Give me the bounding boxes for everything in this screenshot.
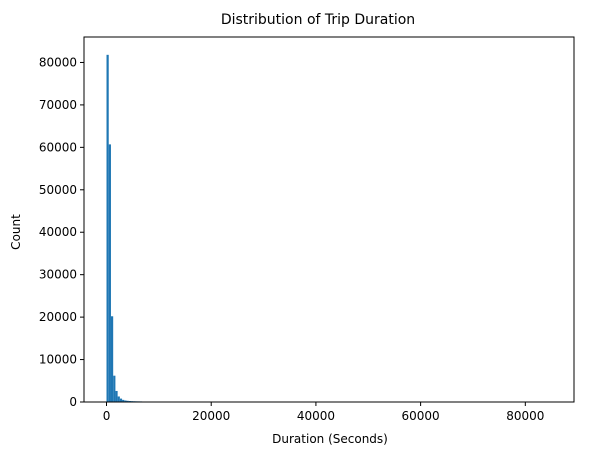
chart-title: Distribution of Trip Duration bbox=[221, 12, 415, 28]
x-axis-label: Duration (Seconds) bbox=[272, 432, 388, 446]
histogram-bar-0 bbox=[106, 54, 109, 402]
y-tick-label-1: 10000 bbox=[39, 353, 77, 367]
y-tick-label-8: 80000 bbox=[39, 55, 77, 69]
histogram-bar-5 bbox=[117, 396, 120, 402]
x-tick-label-4: 80000 bbox=[506, 409, 544, 423]
y-tick-label-5: 50000 bbox=[39, 183, 77, 197]
x-tick-label-1: 20000 bbox=[192, 409, 230, 423]
x-axis-ticks: 0 20000 40000 60000 80000 bbox=[103, 402, 544, 423]
x-tick-label-3: 60000 bbox=[402, 409, 440, 423]
x-tick-label-0: 0 bbox=[103, 409, 111, 423]
histogram-bar-4 bbox=[115, 390, 118, 402]
histogram-bar-8 bbox=[124, 400, 127, 402]
y-tick-label-3: 30000 bbox=[39, 268, 77, 282]
y-tick-label-6: 60000 bbox=[39, 140, 77, 154]
y-tick-label-7: 70000 bbox=[39, 98, 77, 112]
x-tick-label-2: 40000 bbox=[297, 409, 335, 423]
plot-frame bbox=[83, 36, 575, 403]
y-tick-label-0: 0 bbox=[69, 395, 77, 409]
histogram-bar-3 bbox=[113, 375, 116, 402]
y-axis-ticks: 0 10000 20000 30000 40000 50000 60000 70000 8000… bbox=[39, 55, 84, 409]
histogram-bar-7 bbox=[122, 399, 125, 402]
histogram-bar-9 bbox=[126, 400, 129, 402]
y-axis-label: Count bbox=[9, 214, 23, 250]
y-tick-label-2: 20000 bbox=[39, 310, 77, 324]
y-tick-label-4: 40000 bbox=[39, 225, 77, 239]
histogram-bar-2 bbox=[110, 316, 114, 402]
histogram-bar-6 bbox=[119, 398, 123, 402]
histogram-bar-1 bbox=[108, 144, 111, 402]
